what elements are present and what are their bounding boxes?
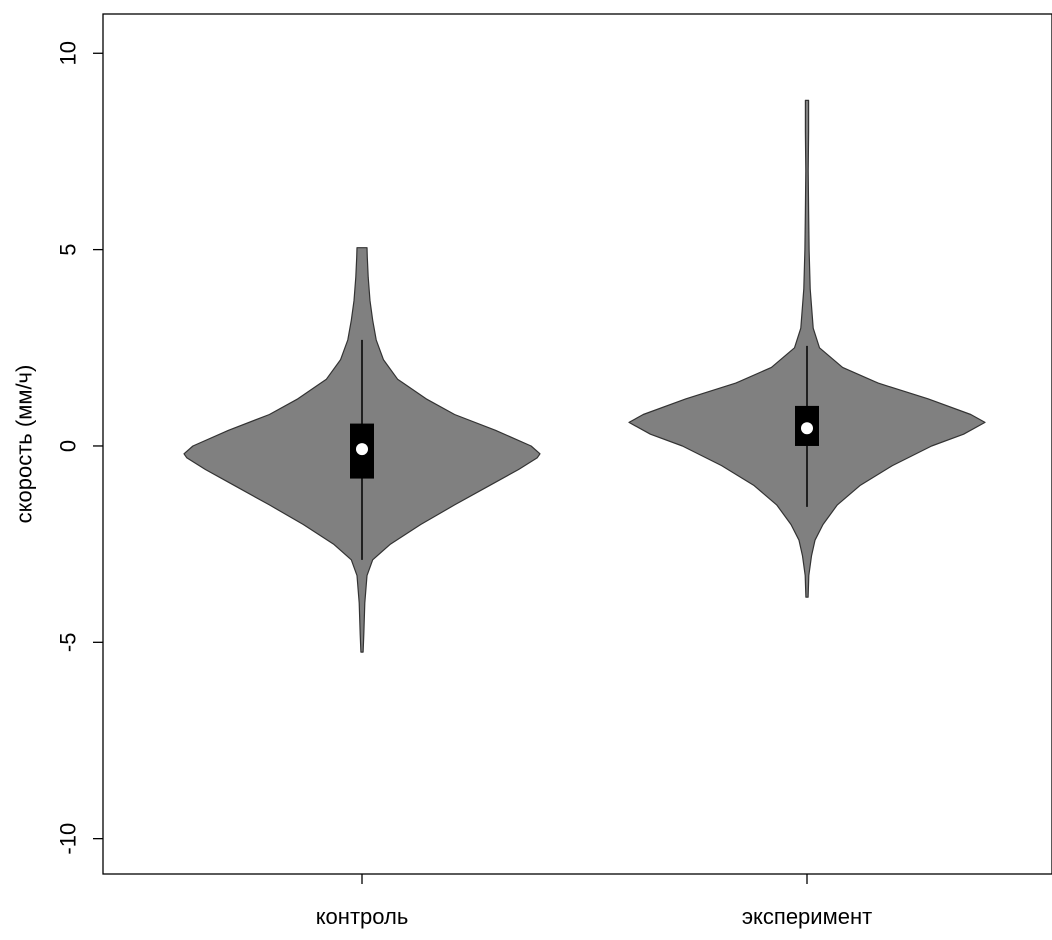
median-dot — [801, 422, 813, 435]
plot-frame — [102, 13, 1052, 875]
y-axis: -10 -5 0 5 10 — [56, 41, 103, 855]
y-axis-label: скорость (мм/ч) — [12, 365, 37, 524]
y-tick-label: 10 — [56, 41, 81, 65]
x-tick-label: контроль — [316, 904, 409, 929]
y-tick-label: 5 — [56, 243, 81, 255]
y-tick-label: 0 — [56, 440, 81, 452]
median-dot — [356, 443, 368, 456]
x-tick-label: эксперимент — [742, 904, 872, 929]
y-tick-label: -10 — [56, 823, 81, 855]
y-tick-label: -5 — [56, 633, 81, 653]
violins — [183, 99, 986, 653]
x-axis: контроль эксперимент — [316, 874, 872, 929]
